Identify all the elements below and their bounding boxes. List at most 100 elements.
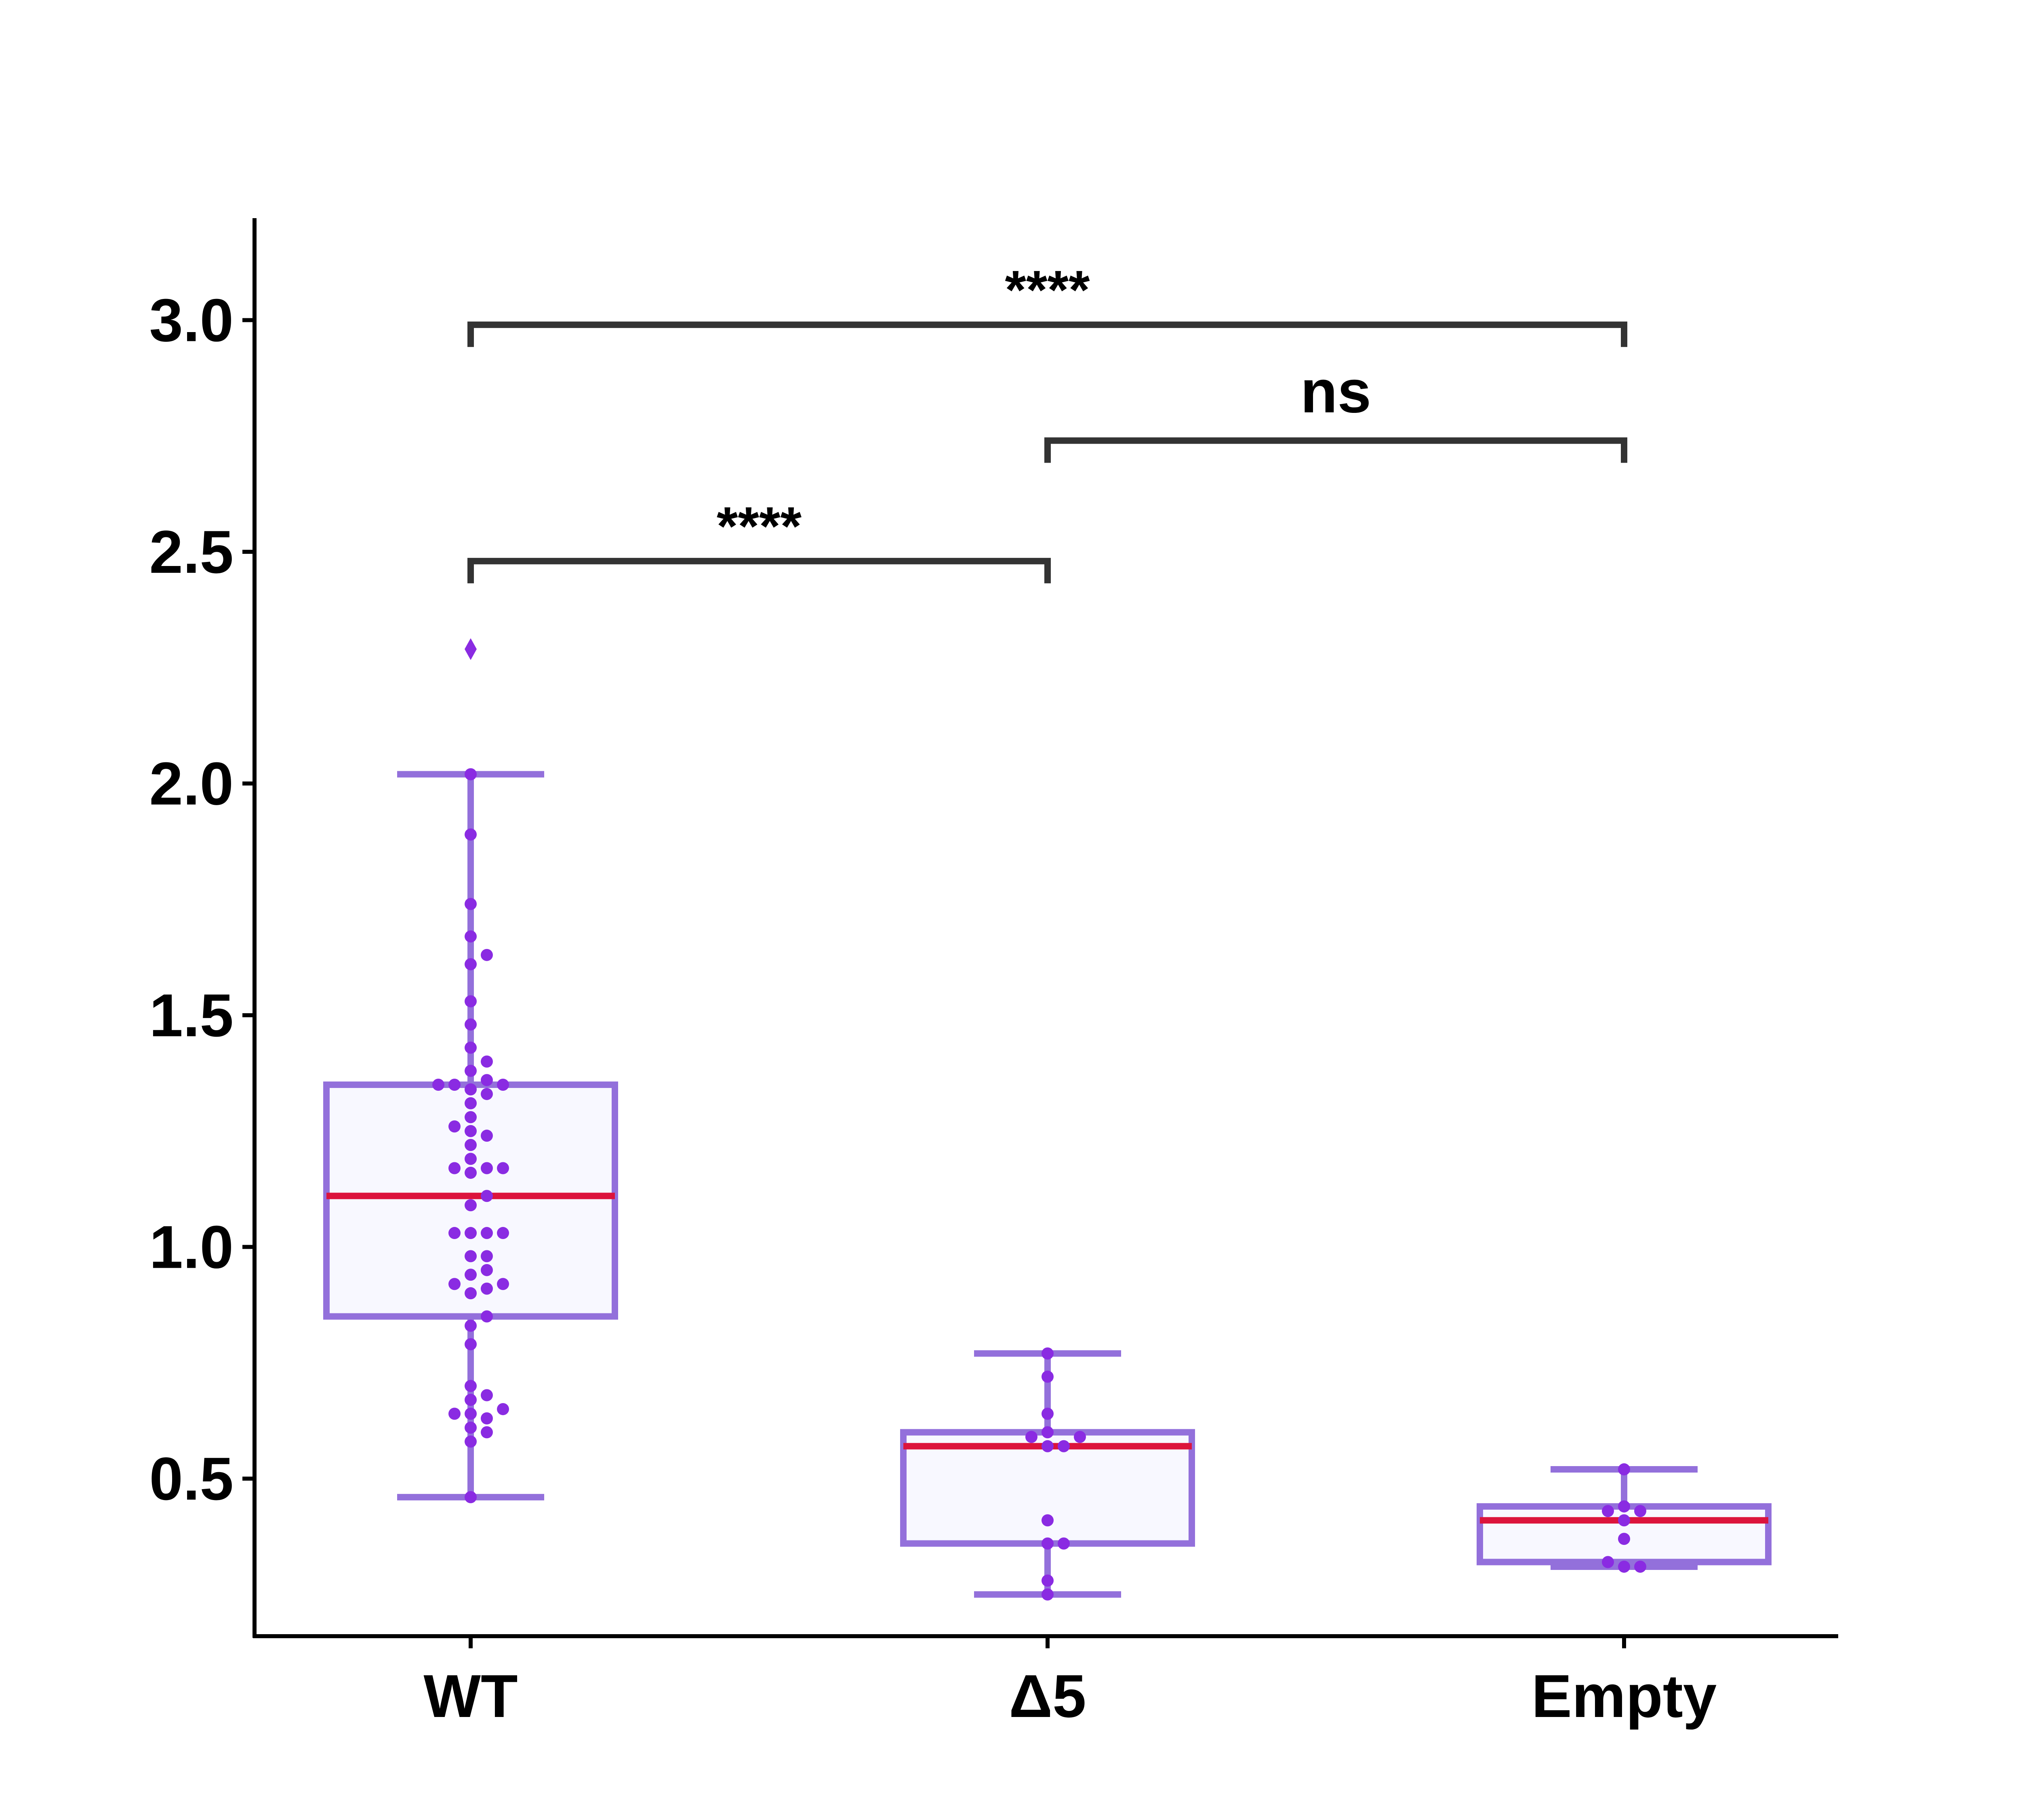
data-point [465,1139,477,1151]
points-3 [1602,1463,1646,1573]
data-point [465,1097,477,1109]
y-tick-label: 3.0 [149,286,234,354]
data-point [465,1435,477,1448]
data-point [1058,1440,1070,1452]
data-point [1618,1500,1630,1513]
points-1 [432,768,509,1503]
data-point [465,1018,477,1031]
data-point [481,1162,493,1174]
data-point [465,1491,477,1503]
data-point [465,1250,477,1262]
data-point [1042,1574,1054,1587]
data-point [448,1079,461,1091]
data-point [1025,1431,1037,1443]
data-point [1634,1560,1646,1573]
data-point [497,1079,509,1091]
data-points [432,768,1646,1601]
data-point [1618,1560,1630,1573]
significance-label: ns [1300,358,1371,425]
data-point [448,1408,461,1420]
data-point [465,1083,477,1096]
data-point [497,1162,509,1174]
bracket-line [467,558,1051,583]
data-point [465,1287,477,1300]
significance-bracket-1: **** [467,496,1051,583]
bracket-line [1044,437,1627,463]
axes: 0.5 1.0 1.5 2.0 2.5 3.0 WT Δ5 Empty [149,218,1838,1730]
data-point [1042,1426,1054,1439]
points-2 [1025,1347,1086,1601]
data-point [1602,1556,1614,1568]
y-tick-label: 0.5 [149,1445,234,1513]
data-point [1042,1347,1054,1360]
data-point [465,1394,477,1406]
significance-bracket-2: ns [1044,358,1627,463]
data-point [481,1264,493,1276]
data-point [465,898,477,910]
data-point [432,1079,444,1091]
data-point [448,1227,461,1239]
significance-label: **** [1005,259,1090,320]
data-point [481,1250,493,1262]
data-point [481,1088,493,1100]
data-point [1602,1505,1614,1517]
data-point [1042,1537,1054,1550]
data-point [465,1042,477,1054]
data-point [465,1338,477,1351]
bracket-line [467,321,1627,347]
data-point [481,1282,493,1295]
data-point [465,1227,477,1239]
data-point [465,1166,477,1179]
data-point [481,1389,493,1401]
data-point [465,1125,477,1137]
significance-label: **** [717,496,802,557]
box-2 [900,1350,1195,1598]
data-point [465,828,477,841]
data-point [481,1426,493,1439]
data-point [1074,1431,1086,1443]
data-point [465,1319,477,1332]
data-point [448,1162,461,1174]
data-point [497,1227,509,1239]
data-point [481,1130,493,1142]
data-point [448,1278,461,1290]
data-point [1042,1440,1054,1452]
data-point [465,930,477,943]
data-point [481,1055,493,1068]
data-point [465,1421,477,1434]
y-tick-label: 1.5 [149,981,234,1049]
data-point [481,1227,493,1239]
data-point [1042,1408,1054,1420]
data-point [465,1380,477,1392]
data-point [1042,1370,1054,1383]
data-point [465,1065,477,1077]
data-point [465,1199,477,1212]
data-point [1618,1514,1630,1527]
data-point [465,1153,477,1165]
significance-bracket-3: **** [467,259,1627,347]
y-tick-label: 1.0 [149,1213,234,1281]
data-point [1618,1463,1630,1476]
data-point [448,1120,461,1133]
data-point [1618,1533,1630,1545]
data-point [465,1408,477,1420]
data-point [481,949,493,961]
data-point [497,1278,509,1290]
x-tick-label: Empty [1532,1662,1717,1730]
data-point [465,1269,477,1281]
data-point [1634,1505,1646,1517]
data-point [481,1412,493,1424]
data-point [497,1403,509,1415]
y-tick-label: 2.5 [149,518,234,586]
x-tick-label: Δ5 [1009,1662,1086,1730]
data-point [481,1310,493,1323]
y-tick-label: 2.0 [149,749,234,817]
data-point [465,995,477,1008]
x-tick-label: WT [423,1662,518,1730]
data-point [1042,1514,1054,1527]
data-point [481,1190,493,1202]
data-point [1042,1588,1054,1601]
data-point [481,1074,493,1086]
